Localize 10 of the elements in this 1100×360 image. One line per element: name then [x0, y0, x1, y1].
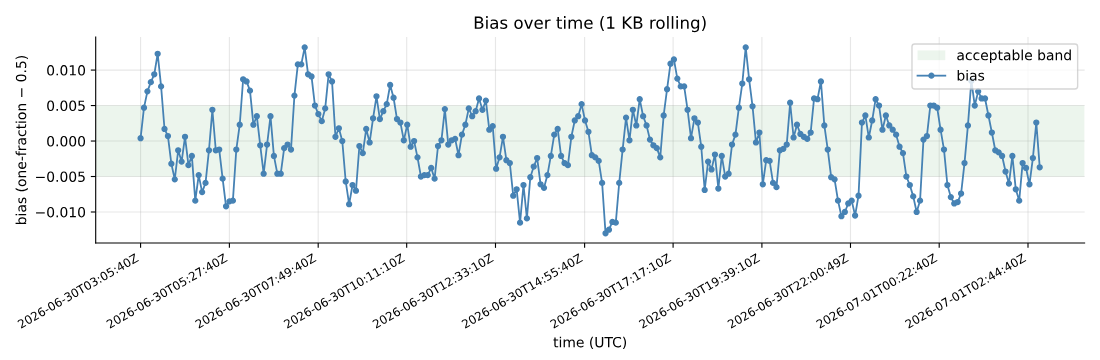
y-tick-label: 0.005 — [47, 100, 85, 112]
y-tick-label: 0.000 — [47, 136, 86, 147]
chart-title: Bias over time (1 KB rolling) — [474, 16, 706, 33]
legend-label: acceptable band — [957, 49, 1071, 64]
x-axis-title: time (UTC) — [553, 336, 627, 350]
y-tick-label: 0.010 — [47, 65, 86, 76]
y-axis-title: bias (one-fraction − 0.5) — [15, 56, 28, 224]
y-tick-label: −0.005 — [36, 171, 85, 182]
y-tick-label: −0.010 — [36, 206, 86, 218]
legend-label: bias — [957, 69, 985, 81]
